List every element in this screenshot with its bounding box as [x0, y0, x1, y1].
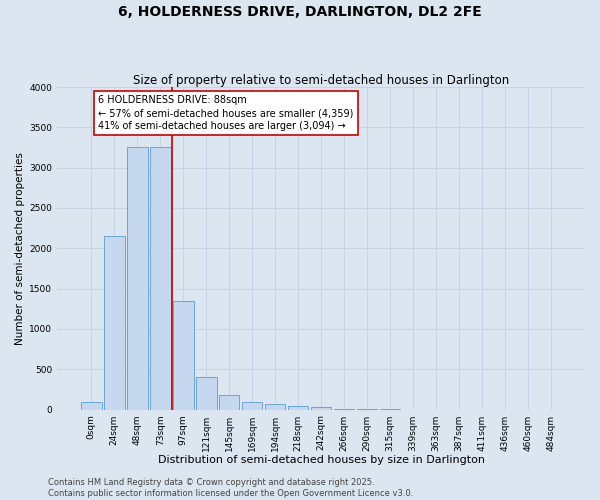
Bar	[265, 404, 286, 409]
Text: Contains HM Land Registry data © Crown copyright and database right 2025.
Contai: Contains HM Land Registry data © Crown c…	[48, 478, 413, 498]
Text: 6, HOLDERNESS DRIVE, DARLINGTON, DL2 2FE: 6, HOLDERNESS DRIVE, DARLINGTON, DL2 2FE	[118, 5, 482, 19]
X-axis label: Distribution of semi-detached houses by size in Darlington: Distribution of semi-detached houses by …	[158, 455, 485, 465]
Bar	[81, 402, 101, 409]
Bar	[127, 148, 148, 410]
Bar	[219, 396, 239, 409]
Bar	[196, 378, 217, 410]
Bar	[334, 409, 355, 410]
Bar	[150, 148, 170, 410]
Bar	[104, 236, 125, 410]
Y-axis label: Number of semi-detached properties: Number of semi-detached properties	[15, 152, 25, 344]
Bar	[173, 300, 194, 410]
Text: 6 HOLDERNESS DRIVE: 88sqm
← 57% of semi-detached houses are smaller (4,359)
41% : 6 HOLDERNESS DRIVE: 88sqm ← 57% of semi-…	[98, 95, 353, 132]
Bar	[242, 402, 262, 409]
Title: Size of property relative to semi-detached houses in Darlington: Size of property relative to semi-detach…	[133, 74, 509, 87]
Bar	[288, 406, 308, 409]
Bar	[311, 407, 331, 410]
